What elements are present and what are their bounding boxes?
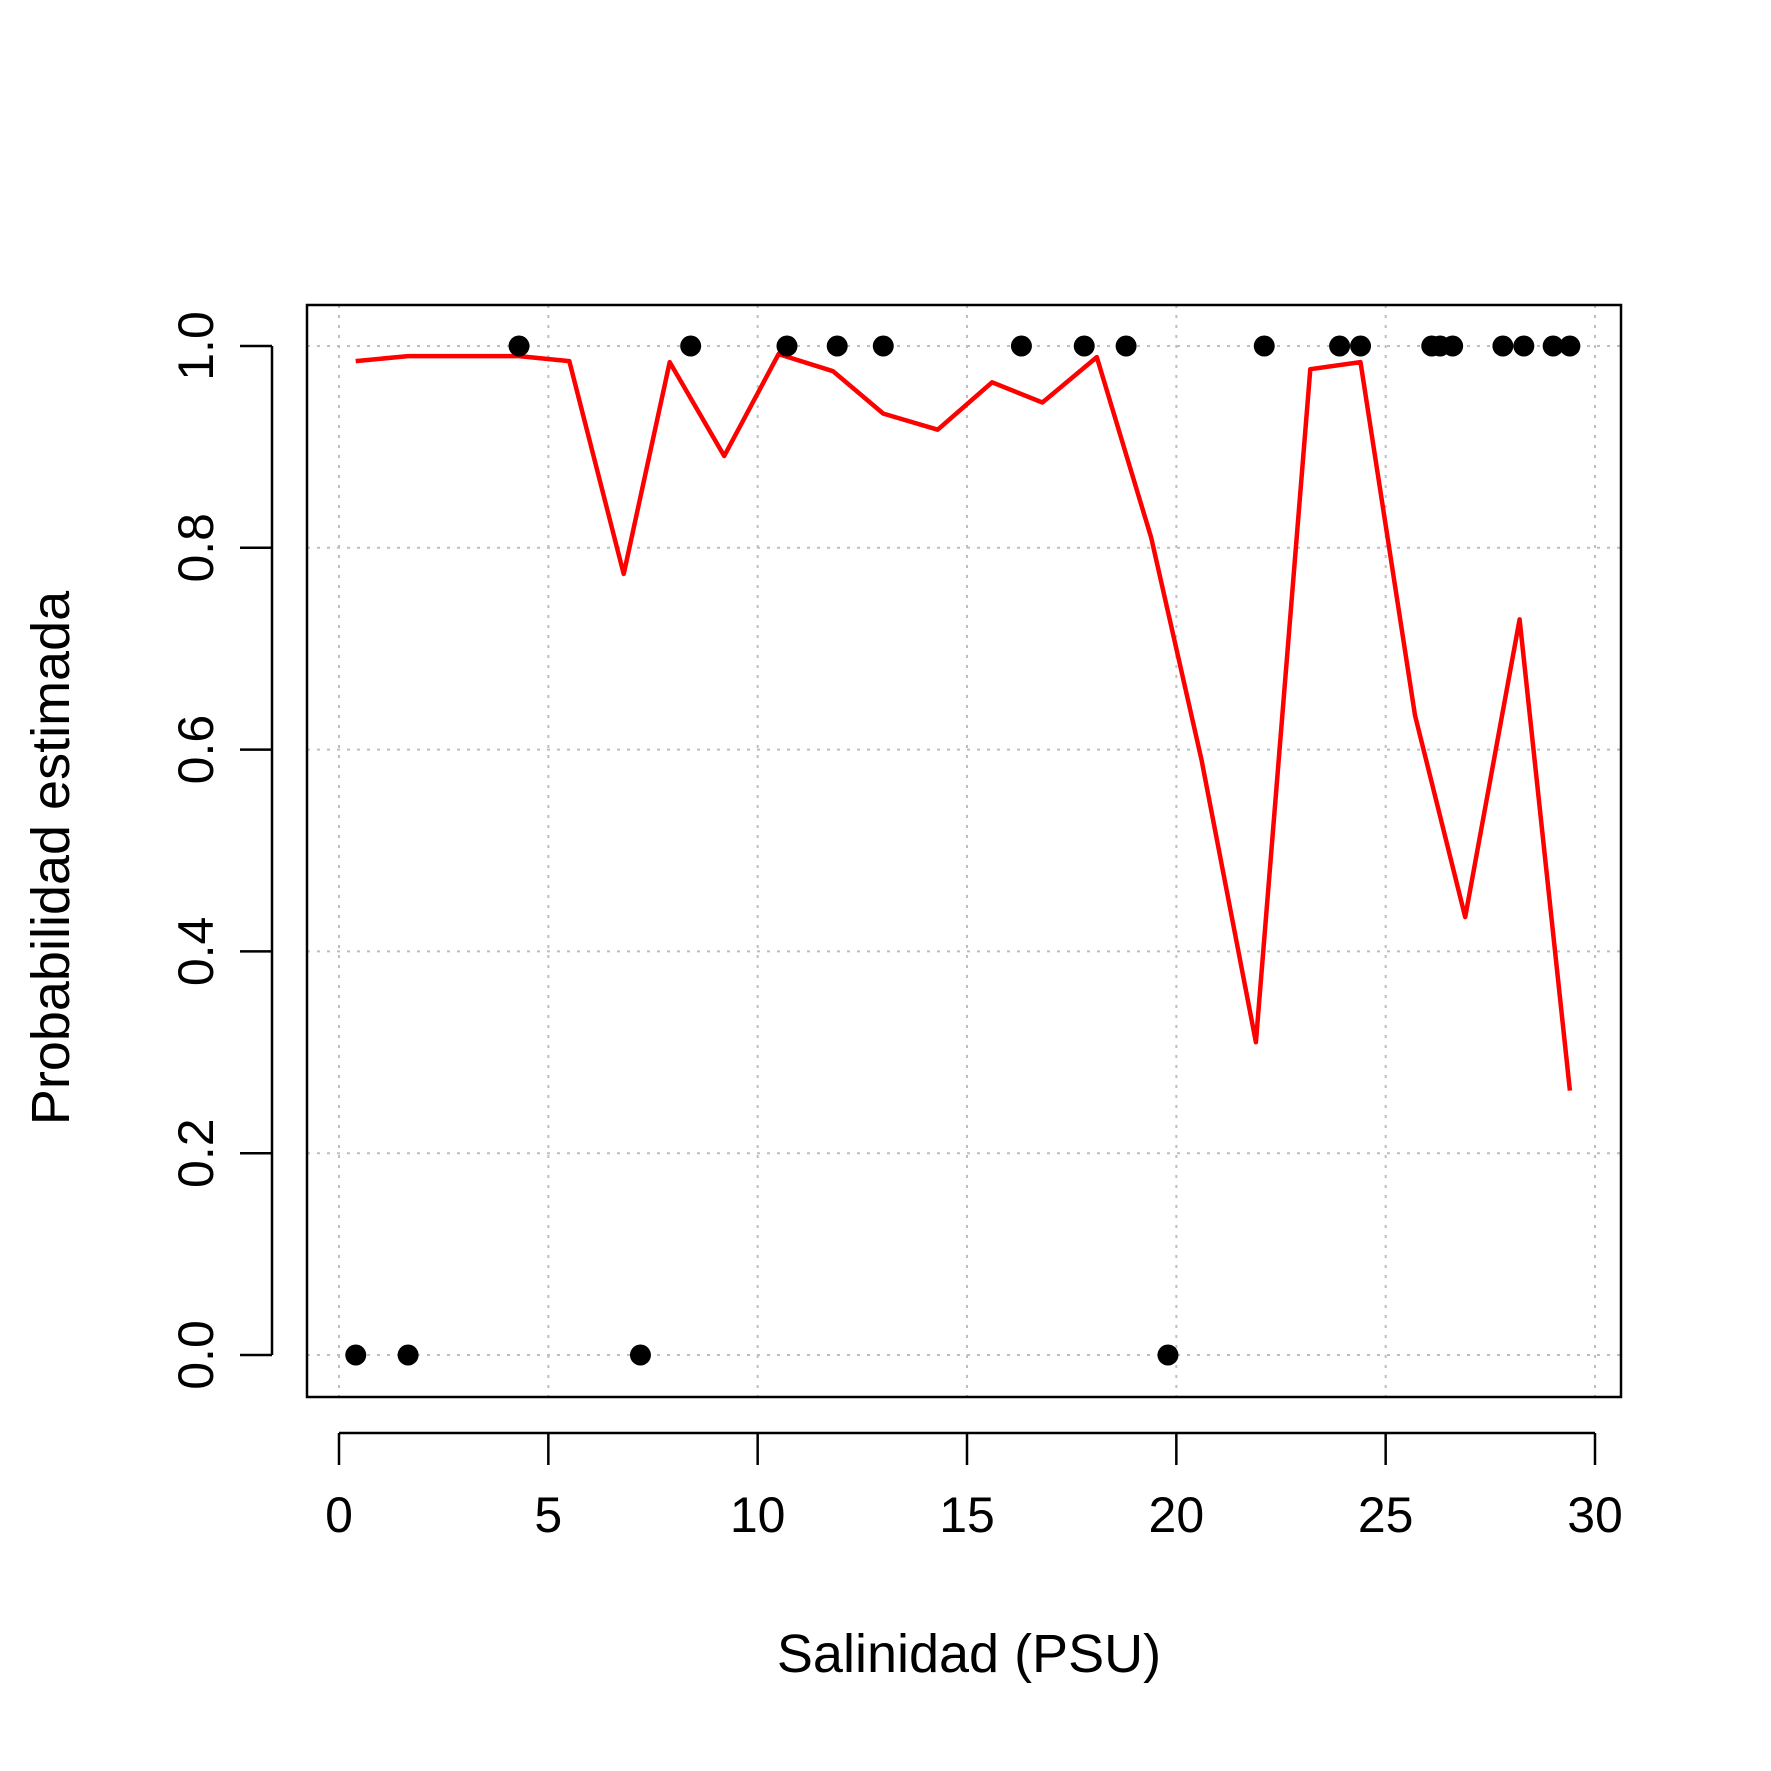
observation-point-17: [1442, 335, 1464, 357]
observation-point-13: [1329, 335, 1351, 357]
observation-point-12: [1253, 335, 1275, 357]
axes-layer: [240, 303, 1623, 1465]
observation-point-9: [1073, 335, 1095, 357]
observation-point-2: [508, 335, 530, 357]
observation-point-14: [1350, 335, 1372, 357]
y-tick-label-3: 0.6: [168, 715, 224, 785]
x-tick-label-2: 10: [730, 1487, 786, 1543]
x-axis-label: Salinidad (PSU): [777, 1624, 1161, 1684]
observation-point-5: [776, 335, 798, 357]
observation-point-3: [629, 1344, 651, 1366]
observation-point-11: [1157, 1344, 1179, 1366]
line-layer: [355, 351, 1573, 1091]
x-tick-label-5: 25: [1358, 1487, 1414, 1543]
x-tick-label-1: 5: [534, 1487, 562, 1543]
plot-frame: [305, 303, 1623, 1399]
observation-point-19: [1513, 335, 1535, 357]
observation-point-10: [1115, 335, 1137, 357]
observation-point-0: [345, 1344, 367, 1366]
observation-point-21: [1559, 335, 1581, 357]
points-layer: [345, 335, 1581, 1366]
y-tick-label-1: 0.2: [168, 1118, 224, 1188]
observation-point-1: [397, 1344, 419, 1366]
fitted-probability-line: [355, 351, 1573, 1091]
observation-point-20: [1542, 335, 1564, 357]
y-tick-label-0: 0.0: [168, 1320, 224, 1390]
y-axis-label: Probabilidad estimada: [21, 590, 81, 1125]
y-tick-label-2: 0.4: [168, 917, 224, 987]
grid-layer: [307, 305, 1621, 1397]
observation-point-8: [1010, 335, 1032, 357]
x-tick-label-4: 20: [1149, 1487, 1205, 1543]
labels-layer: Salinidad (PSU) Probabilidad estimada 0 5…: [21, 311, 1623, 1684]
observation-point-7: [872, 335, 894, 357]
observation-point-18: [1492, 335, 1514, 357]
x-tick-label-0: 0: [325, 1487, 353, 1543]
x-tick-label-6: 30: [1567, 1487, 1623, 1543]
observation-point-6: [826, 335, 848, 357]
y-tick-label-4: 0.8: [168, 513, 224, 583]
y-tick-label-5: 1.0: [168, 311, 224, 381]
x-tick-label-3: 15: [939, 1487, 995, 1543]
observation-point-4: [680, 335, 702, 357]
